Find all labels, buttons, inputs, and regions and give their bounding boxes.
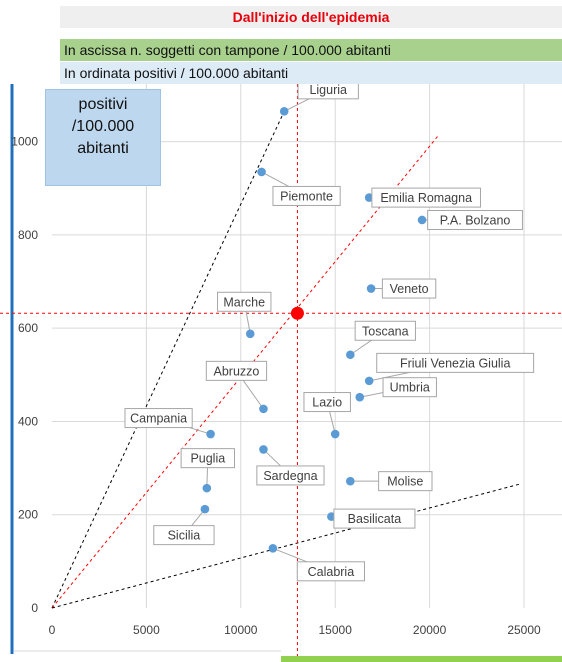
data-label: Liguria [309, 84, 347, 97]
data-label-box [303, 392, 351, 413]
data-point [364, 193, 374, 202]
data-label-box [256, 465, 325, 486]
data-label: Sardegna [263, 469, 317, 483]
y-tick-label: 1000 [11, 135, 38, 149]
data-label: Veneto [390, 282, 429, 296]
data-point [279, 107, 289, 116]
data-label: P.A. Bolzano [440, 213, 511, 227]
y-axis-description: In ordinata positivi / 100.000 abitanti [60, 62, 562, 84]
data-label: Friuli Venezia Giulia [400, 356, 511, 370]
x-tick-label: 15000 [319, 623, 353, 637]
data-label-box [272, 185, 341, 206]
data-label-box [378, 471, 433, 492]
data-label-box [153, 525, 215, 546]
data-label-box [382, 377, 437, 398]
data-label-box [297, 84, 359, 100]
data-label: Marche [223, 295, 265, 309]
x-tick-label: 10000 [224, 623, 258, 637]
data-point [417, 215, 427, 225]
reference-line [51, 111, 285, 609]
data-label: Abruzzo [214, 364, 260, 378]
data-point [364, 376, 374, 386]
x-tick-label: 5000 [133, 623, 160, 637]
data-point [268, 544, 278, 553]
data-labels: Liguria Piemonte Emilia Romagna P.A. Bolzan… [124, 84, 535, 582]
data-label-box [205, 360, 268, 381]
data-label: Piemonte [280, 189, 333, 203]
x-axis-description: In ascissa n. soggetti con tampone / 100… [60, 39, 562, 61]
reference-lines [0, 84, 562, 656]
data-point [200, 504, 210, 514]
data-point [245, 329, 255, 339]
y-tick-label: 800 [18, 228, 38, 242]
data-point [257, 167, 266, 177]
y-tick-label: 600 [18, 321, 38, 335]
data-point [259, 445, 268, 454]
data-label-box [180, 448, 236, 469]
data-label: Toscana [362, 324, 409, 338]
data-label: Umbria [390, 381, 430, 395]
data-point [330, 429, 340, 439]
data-label: Campania [130, 412, 187, 426]
data-label-box [427, 209, 523, 230]
data-label-box [381, 278, 437, 299]
x-tick-label: 20000 [413, 623, 447, 637]
data-label: Sicilia [168, 529, 201, 543]
y-unit-box: positivi /100.000 abitanti [45, 89, 161, 186]
data-label: Molise [387, 475, 423, 489]
data-point [346, 476, 355, 486]
data-points [200, 107, 427, 553]
reference-point [290, 306, 304, 320]
data-label: Calabria [308, 565, 355, 579]
data-point [366, 284, 376, 293]
data-label: Lazio [312, 396, 342, 410]
data-label: Basilicata [348, 512, 402, 526]
y-tick-label: 400 [18, 414, 38, 428]
chart-title: Dall'inizio dell'epidemia [60, 6, 562, 28]
x-tick-label: 0 [49, 623, 56, 637]
data-label-box [124, 408, 193, 429]
bottom-accent-bar [281, 656, 562, 662]
data-label-box [333, 508, 416, 529]
data-point [259, 404, 268, 414]
axes [10, 84, 281, 654]
data-point [202, 483, 212, 493]
y-tick-label: 200 [18, 508, 38, 522]
label-leaders [158, 88, 476, 572]
x-tick-label: 25000 [507, 623, 541, 637]
tick-labels: 0 5000 10000 15000 20000 25000 0 200 400 600 800 10… [11, 135, 541, 637]
data-label-box [371, 187, 481, 208]
data-label: Emilia Romagna [380, 191, 472, 205]
data-point [206, 429, 215, 439]
data-label-box [376, 352, 535, 373]
data-label: Puglia [190, 452, 225, 466]
scatter-chart: 0 5000 10000 15000 20000 25000 0 200 400 600 800 10… [0, 84, 562, 656]
reference-line [51, 483, 521, 609]
data-label-box [217, 291, 272, 312]
data-point [346, 350, 355, 360]
y-tick-label: 0 [31, 601, 38, 615]
data-point [355, 392, 365, 402]
data-label-box [296, 561, 365, 582]
data-label-box [354, 320, 416, 341]
